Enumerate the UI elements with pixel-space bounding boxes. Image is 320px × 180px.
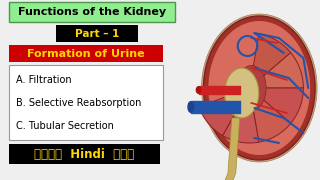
- Ellipse shape: [225, 68, 259, 118]
- Text: A. Filtration: A. Filtration: [16, 75, 72, 85]
- FancyBboxPatch shape: [56, 25, 138, 42]
- Text: जाने  Hindi  में: जाने Hindi में: [34, 147, 134, 161]
- FancyBboxPatch shape: [9, 45, 163, 62]
- FancyBboxPatch shape: [9, 2, 175, 22]
- Ellipse shape: [196, 86, 202, 94]
- Wedge shape: [250, 53, 303, 88]
- Ellipse shape: [237, 66, 266, 111]
- Text: Functions of the Kidney: Functions of the Kidney: [18, 7, 166, 17]
- Text: Part – 1: Part – 1: [75, 28, 119, 39]
- Polygon shape: [224, 118, 240, 180]
- FancyBboxPatch shape: [9, 144, 160, 164]
- Wedge shape: [250, 34, 291, 88]
- Ellipse shape: [208, 21, 310, 155]
- Wedge shape: [250, 88, 291, 142]
- Ellipse shape: [204, 16, 315, 160]
- Wedge shape: [250, 88, 303, 123]
- Ellipse shape: [202, 14, 317, 162]
- Wedge shape: [223, 88, 259, 143]
- Text: C. Tubular Secretion: C. Tubular Secretion: [16, 121, 114, 131]
- Text: Formation of Urine: Formation of Urine: [27, 48, 145, 58]
- Wedge shape: [199, 88, 250, 136]
- Ellipse shape: [187, 101, 194, 113]
- Text: B. Selective Reabsorption: B. Selective Reabsorption: [16, 98, 142, 108]
- FancyBboxPatch shape: [9, 65, 163, 140]
